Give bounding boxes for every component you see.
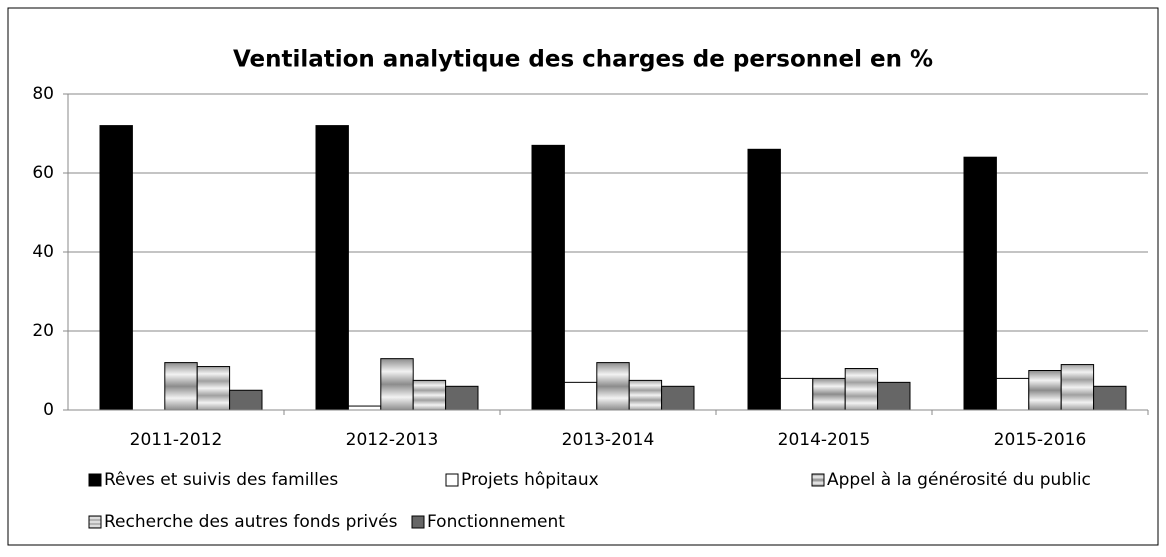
bar: [1093, 385, 1127, 411]
legend-label: Fonctionnement: [427, 512, 565, 532]
x-tick-label: 2014-2015: [778, 430, 871, 450]
y-tick-label: 40: [32, 242, 54, 262]
bar: [661, 385, 695, 411]
legend-label: Projets hôpitaux: [461, 470, 599, 490]
legend-label: Rêves et suivis des familles: [104, 470, 338, 490]
bar: [563, 381, 598, 411]
x-tick-label: 2012-2013: [346, 430, 439, 450]
bar: [412, 379, 447, 411]
bar: [877, 381, 911, 411]
legend-swatch: [411, 515, 425, 529]
y-tick-label: 20: [32, 321, 54, 341]
bar: [99, 125, 133, 411]
legend-swatch: [445, 473, 459, 487]
y-tick-label: 80: [32, 84, 54, 104]
bar: [380, 358, 414, 411]
bar: [315, 125, 349, 411]
bar: [779, 377, 814, 411]
bar: [628, 379, 663, 411]
bar: [844, 368, 879, 411]
bar: [1028, 370, 1062, 411]
y-tick-label: 60: [32, 163, 54, 183]
bar: [531, 144, 565, 411]
legend-swatch: [88, 515, 102, 529]
bar: [1060, 364, 1095, 411]
bar: [596, 362, 630, 411]
x-tick-label: 2015-2016: [994, 430, 1087, 450]
bar: [812, 377, 846, 411]
legend-swatch: [88, 473, 102, 487]
legend-label: Recherche des autres fonds privés: [104, 512, 398, 532]
bar: [229, 389, 263, 411]
bar: [196, 366, 231, 411]
bar: [963, 156, 997, 411]
x-tick-label: 2011-2012: [130, 430, 223, 450]
bar: [164, 362, 198, 411]
y-tick-label: 0: [43, 400, 54, 420]
bar: [995, 377, 1030, 411]
bar: [347, 405, 382, 411]
chart-title: Ventilation analytique des charges de pe…: [233, 47, 933, 73]
bar: [445, 385, 479, 411]
legend-label: Appel à la générosité du public: [827, 470, 1091, 490]
x-tick-label: 2013-2014: [562, 430, 655, 450]
legend-swatch: [811, 473, 825, 487]
bar: [747, 148, 781, 411]
